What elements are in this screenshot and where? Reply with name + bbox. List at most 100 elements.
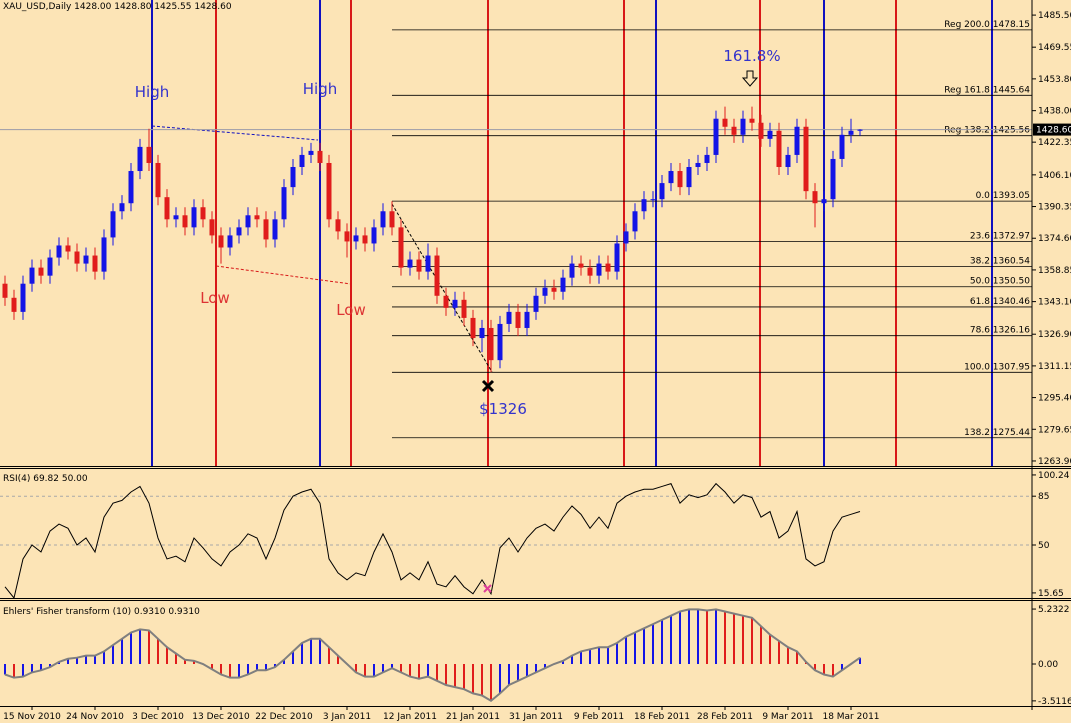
candle-body: [191, 207, 197, 228]
candle-body: [389, 211, 395, 228]
fib-label: 100.0 1307.95: [964, 362, 1030, 372]
candle-body: [56, 245, 62, 258]
candle-body: [713, 118, 719, 155]
trend-lines: [151, 125, 493, 373]
candle-body: [794, 126, 800, 155]
x-tick-label: 18 Mar 2011: [822, 712, 879, 722]
y-tick-label: 1438.00: [1038, 107, 1071, 117]
x-tick-label: 28 Feb 2011: [697, 712, 753, 722]
candle-body: [173, 215, 179, 220]
annotation: 161.8%: [723, 47, 780, 65]
candle-body: [335, 219, 341, 232]
candle-body: [677, 171, 683, 188]
x-tick-label: 15 Nov 2010: [3, 712, 61, 722]
candle-body: [137, 146, 143, 172]
trend-line: [215, 265, 352, 285]
plot-layer: 1485.50 1469.55 1453.80 1438.00 1422.35 1406.…: [0, 11, 1071, 722]
y-tick-label: 1311.15: [1038, 362, 1071, 372]
candle-body: [668, 171, 674, 184]
candle-body: [128, 171, 134, 204]
y-tick-label: -3.5116: [1038, 697, 1071, 707]
x-tick-label: 22 Dec 2010: [255, 712, 313, 722]
candle-body: [344, 231, 350, 242]
chart-title: XAU_USD,Daily 1428.00 1428.80 1425.55 14…: [3, 2, 232, 12]
candle-body: [578, 263, 584, 268]
annotation: Low: [336, 301, 366, 319]
x-tick-label: 9 Feb 2011: [574, 712, 624, 722]
x-tick-label: 13 Dec 2010: [192, 712, 250, 722]
candle-body: [605, 263, 611, 272]
fib-label: Reg 200.0 1478.15: [944, 20, 1030, 30]
x-tick-label: 3 Dec 2010: [132, 712, 184, 722]
x-tick-label: 18 Feb 2011: [634, 712, 690, 722]
y-tick-label: 85: [1038, 492, 1049, 502]
y-tick-label: 1263.90: [1038, 457, 1071, 467]
annotation: Low: [200, 289, 230, 307]
candle-body: [74, 251, 80, 264]
candle-body: [236, 227, 242, 236]
y-tick-label: 1406.10: [1038, 171, 1071, 181]
candle-body: [200, 207, 206, 220]
candle-body: [353, 235, 359, 242]
y-tick-label: 0.00: [1038, 660, 1058, 670]
y-tick-label: 100.24: [1038, 471, 1070, 481]
fib-label: 23.6 1372.97: [970, 232, 1030, 242]
y-tick-label: 15.65: [1038, 589, 1064, 599]
cross-icon: [483, 584, 492, 593]
candle-body: [641, 199, 647, 212]
x-tick-label: 24 Nov 2010: [66, 712, 124, 722]
candle-body: [857, 129, 863, 131]
candle-body: [245, 215, 251, 228]
candle-body: [290, 167, 296, 188]
arrow-icon: [741, 70, 759, 87]
candle-body: [407, 259, 413, 268]
candle-body: [92, 255, 98, 272]
candle-body: [299, 154, 305, 168]
candle-body: [47, 257, 53, 276]
candle-body: [272, 219, 278, 240]
candle-body: [785, 154, 791, 168]
fib-label: 38.2 1360.54: [970, 257, 1030, 267]
candle-body: [164, 197, 170, 220]
y-tick-label: 1485.50: [1038, 11, 1071, 21]
candle-body: [587, 267, 593, 276]
candle-body: [650, 199, 656, 201]
candle-body: [119, 203, 125, 212]
candle-body: [848, 130, 854, 135]
candle-body: [569, 263, 575, 278]
candle-body: [776, 130, 782, 168]
annotation: $1326: [479, 400, 527, 418]
candle-body: [326, 162, 332, 220]
candle-body: [452, 299, 458, 308]
candle-body: [560, 277, 566, 292]
candle-body: [281, 187, 287, 220]
candle-body: [101, 237, 107, 272]
candle-body: [704, 154, 710, 163]
fisher-line: [4, 608, 861, 702]
annotation: High: [303, 80, 337, 98]
candle-body: [749, 118, 755, 123]
y-tick-label: 1279.65: [1038, 425, 1071, 435]
price-box: [1033, 123, 1071, 136]
rsi-line: [4, 482, 861, 600]
candle-body: [659, 183, 665, 200]
fib-label: 78.6 1326.16: [970, 326, 1030, 336]
price-label: 1428.60: [1036, 126, 1071, 136]
candle-body: [686, 167, 692, 188]
candle-body: [2, 283, 8, 298]
candle-body: [839, 134, 845, 159]
fib-label: Reg 161.8 1445.64: [944, 85, 1030, 95]
fib-label: 61.8 1340.46: [970, 297, 1030, 307]
candle-body: [767, 130, 773, 139]
fib-label: 138.2 1275.44: [964, 428, 1030, 438]
cross-stroke: [483, 584, 492, 593]
candle-body: [65, 245, 71, 252]
y-tick-label: 1374.60: [1038, 234, 1071, 244]
panel-title: RSI(4) 69.82 50.00: [3, 474, 88, 484]
candle-body: [488, 327, 494, 361]
candle-body: [11, 297, 17, 312]
candle-body: [83, 255, 89, 264]
candle-body: [695, 162, 701, 168]
